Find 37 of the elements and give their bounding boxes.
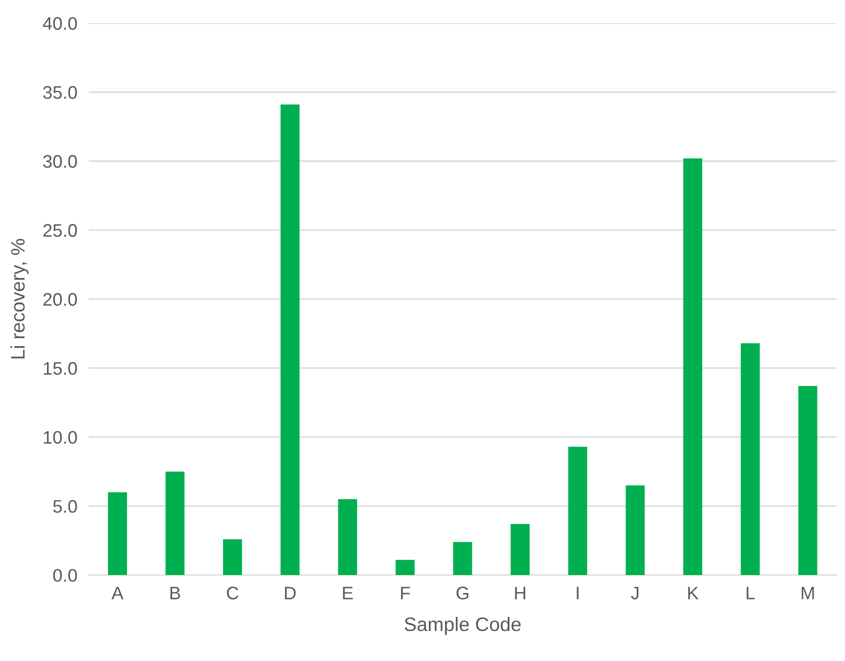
y-axis-title: Li recovery, % [10,238,29,358]
x-tick-label: M [802,586,814,600]
bar [740,343,760,576]
bar [280,104,300,576]
bar [626,485,645,576]
x-tick-label: G [456,586,468,600]
y-tick-label: 10.0 [44,431,77,444]
x-tick-label: A [112,586,124,600]
x-tick-label: F [401,586,410,600]
x-axis-title: Sample Code [404,616,521,636]
y-tick-label: 30.0 [43,155,77,168]
x-tick-label: K [688,586,699,600]
x-tick-label: D [285,586,296,600]
y-tick-label: 15.0 [44,362,77,375]
bar [568,446,588,576]
bar [453,542,472,576]
bar [338,499,358,576]
y-tick-label: 0.0 [53,569,77,582]
bar [396,560,415,576]
x-tick-label: I [576,586,579,600]
y-tick-label: 5.0 [53,500,77,513]
bar [683,158,702,576]
bar [108,492,127,576]
bar [166,472,185,576]
x-tick-label: C [226,586,238,600]
x-tick-label: E [343,586,353,600]
x-tick-label: B [170,586,180,600]
y-tick-label: 20.0 [43,293,77,306]
x-tick-label: L [746,586,755,600]
bar [223,539,242,576]
bar [798,386,818,576]
x-tick-label: H [515,586,526,600]
x-tick-label: J [630,586,638,600]
y-tick-label: 40.0 [42,17,77,30]
y-tick-label: 25.0 [43,224,77,237]
bar [510,524,530,576]
y-tick-label: 35.0 [43,86,77,99]
